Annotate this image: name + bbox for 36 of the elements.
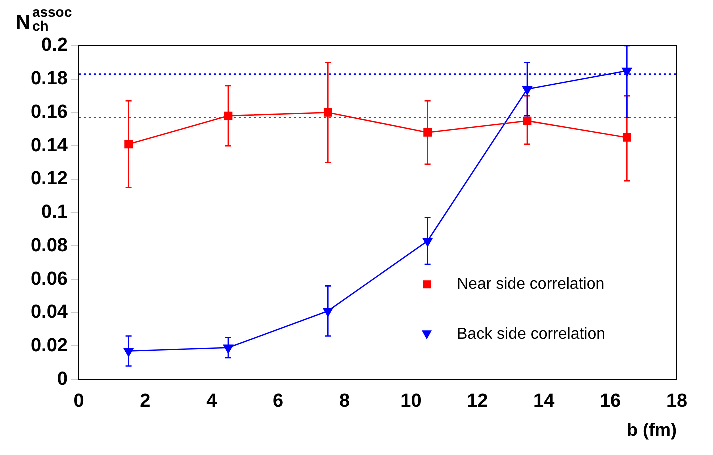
point — [523, 116, 532, 126]
point — [424, 128, 432, 137]
y-tick-label: 0.04 — [30, 302, 68, 324]
point — [323, 308, 334, 317]
point — [522, 86, 532, 96]
x-tick-label: 16 — [600, 391, 622, 412]
y-tick-label: 0.18 — [30, 68, 68, 90]
x-tick-label: 10 — [400, 391, 422, 412]
y-tick-label: 0.08 — [30, 235, 68, 256]
y-tick-label: 0.12 — [30, 168, 68, 190]
y-tick-label: 0.2 — [42, 35, 68, 56]
point — [622, 134, 632, 142]
x-tick-label: 14 — [534, 391, 556, 412]
point — [224, 344, 234, 354]
x-tick-label: 0 — [74, 391, 84, 412]
legend-label: Near side correlation — [457, 276, 605, 294]
point — [622, 68, 632, 77]
point — [422, 238, 433, 247]
point — [224, 112, 233, 120]
y-tick-label: 0 — [57, 368, 68, 390]
y-tick-label: 0.16 — [30, 102, 68, 123]
point — [124, 140, 133, 149]
x-axis-title: b (fm) — [627, 420, 678, 440]
y-tick-label: 0.1 — [42, 202, 68, 224]
x-tick-label: 4 — [206, 391, 218, 412]
y-tick-label: 0.14 — [30, 135, 68, 156]
x-tick-label: 12 — [467, 391, 488, 412]
x-tick-label: 8 — [339, 391, 350, 412]
y-tick-label: 0.06 — [30, 268, 68, 290]
x-tick-label: 18 — [666, 391, 688, 412]
y-tick-label: 0.02 — [30, 335, 68, 356]
point — [324, 108, 332, 117]
point — [124, 348, 134, 357]
legend-label: Back side correlation — [457, 326, 606, 344]
x-tick-label: 6 — [273, 391, 284, 412]
x-tick-label: 2 — [140, 391, 151, 412]
